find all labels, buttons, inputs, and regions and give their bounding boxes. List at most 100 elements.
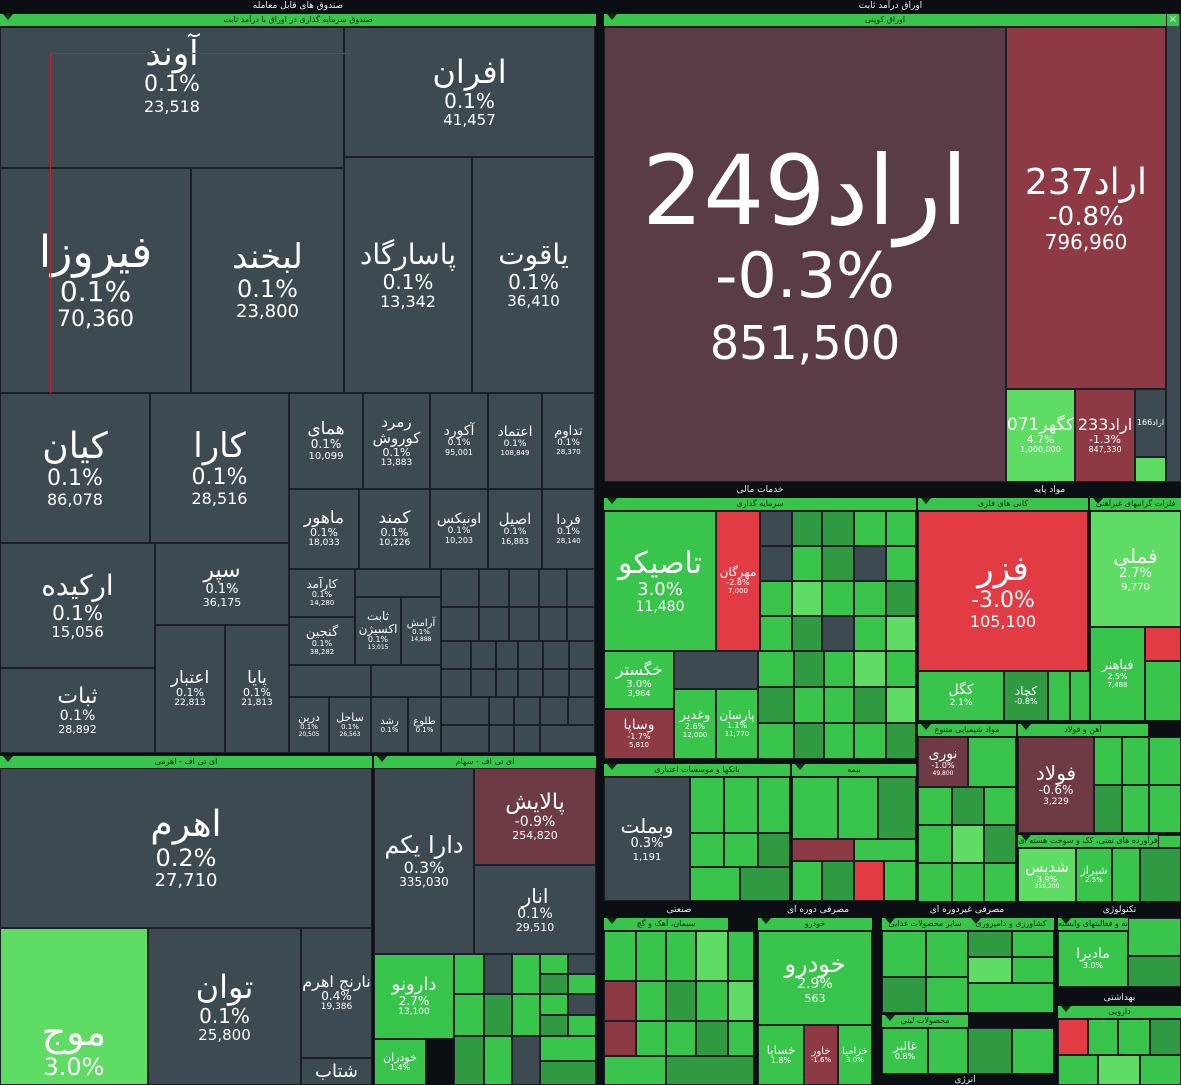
tile-khodro[interactable]: خودرو 2.9% 563 (758, 931, 872, 1025)
scroll-strip[interactable] (1166, 14, 1181, 482)
tile-arkide[interactable]: ارکیده 0.1% 15,056 (0, 543, 155, 668)
tile-etebar[interactable]: اعتبار 0.1% 22,813 (155, 625, 225, 753)
tile-onix[interactable]: اونیکس 0.1% 10,203 (430, 489, 488, 569)
tile-small[interactable] (984, 825, 1016, 863)
tile-small[interactable] (496, 669, 518, 697)
tile-small[interactable] (1094, 785, 1122, 833)
tile-small[interactable] (540, 954, 568, 974)
tile-small[interactable] (479, 607, 509, 641)
tile-small[interactable] (1128, 956, 1181, 987)
group-header-dairy[interactable]: محصولات لبنی (882, 1015, 968, 1027)
tile-vaghadir[interactable]: وغدیر 2.6% 12,000 (674, 689, 716, 759)
tile-small[interactable] (968, 737, 1016, 787)
tile-small[interactable] (1012, 1028, 1054, 1074)
tile-small[interactable] (518, 669, 543, 697)
group-header-etf-leveraged[interactable]: ای تی اف - اهرمی (0, 756, 372, 768)
tile-khesapa[interactable]: خساپا 1.8% (758, 1025, 804, 1085)
tile-small[interactable] (854, 546, 886, 581)
tile-etemad[interactable]: اعتماد 0.1% 108,849 (488, 393, 542, 489)
tile-small[interactable] (822, 511, 854, 546)
tile-small[interactable] (918, 787, 952, 825)
tile-small[interactable] (484, 1036, 512, 1085)
tile-small[interactable] (479, 569, 509, 607)
tile-ghalber[interactable]: غالبر 0.8% (882, 1028, 928, 1074)
tile-small[interactable] (792, 861, 822, 901)
group-header-fixed-income-fund[interactable]: صندوق سرمایه گذاری در اوراق با درآمد ثاب… (0, 14, 596, 26)
tile-small[interactable] (666, 931, 696, 981)
tile-small[interactable] (854, 616, 886, 651)
tile-small[interactable] (886, 723, 916, 759)
tile-small[interactable] (568, 954, 596, 974)
tile-small[interactable] (1094, 737, 1122, 785)
tile-small[interactable] (539, 607, 567, 641)
tile-small[interactable] (509, 569, 539, 607)
tile-noori[interactable]: نوری -1.0% 49,800 (918, 737, 968, 787)
tile-small[interactable] (514, 725, 540, 753)
tile-small[interactable] (884, 861, 916, 901)
tile-labkhand[interactable]: لبخند 0.1% 23,800 (191, 168, 344, 393)
tile-yaghout[interactable]: یاقوت 0.1% 36,410 (472, 157, 595, 393)
group-header-chemical[interactable]: مواد شیمیایی متنوع (918, 724, 1016, 736)
tile-pasargad[interactable]: پاسارگاد 0.1% 13,342 (344, 157, 472, 393)
tile-small[interactable] (568, 994, 596, 1015)
tile-small[interactable] (540, 697, 568, 725)
tile-small[interactable] (794, 723, 824, 759)
tile-shiraz[interactable]: شیراز 2.5% (1076, 848, 1112, 902)
tile-small[interactable] (926, 977, 968, 1013)
tile-small[interactable] (822, 861, 854, 901)
tile-small[interactable] (666, 981, 696, 1021)
tile-dorin[interactable]: درین 0.1% 20,505 (289, 697, 329, 753)
tile-small[interactable] (1058, 1019, 1088, 1055)
tile-small[interactable] (758, 651, 794, 687)
tile-sabet-oxin[interactable]: ثابت اکسیژن 0.1% 13,015 (355, 597, 401, 665)
group-header-etf-equity[interactable]: ای تی اف - سهام (374, 756, 596, 768)
tile-small[interactable] (489, 725, 514, 753)
tile-small[interactable] (371, 665, 441, 697)
tile-small[interactable] (854, 839, 916, 861)
tile-small[interactable] (740, 867, 790, 901)
group-header-agriculture[interactable]: کشاورزی و دامپروری (968, 918, 1054, 930)
tile-small[interactable] (952, 787, 984, 825)
tile-small[interactable] (854, 687, 886, 723)
tile-small[interactable] (886, 546, 916, 581)
tile-karamad[interactable]: کارآمد 0.1% 14,280 (289, 569, 355, 617)
tile-khavar[interactable]: خاور -1.6% (804, 1025, 838, 1085)
tile-small[interactable] (1122, 785, 1149, 833)
tile-paya[interactable]: پایا 0.1% 21,813 (225, 625, 289, 753)
tile-small[interactable] (690, 777, 724, 833)
tile-arad166[interactable]: اراد166 (1135, 389, 1166, 457)
tile-small[interactable] (854, 651, 886, 687)
tile-small[interactable] (512, 1036, 540, 1085)
tile-small[interactable] (886, 616, 916, 651)
tile-small[interactable] (518, 641, 543, 669)
tile-small[interactable] (878, 777, 916, 839)
tile-small[interactable] (674, 651, 758, 689)
group-header-cement[interactable]: سیمان، آهک و گچ (604, 918, 728, 930)
tile-small[interactable] (441, 669, 471, 697)
tile-small[interactable] (926, 931, 968, 977)
tile-shedis[interactable]: شدیس 3.9% 359,200 (1018, 848, 1076, 902)
tile-small[interactable] (968, 931, 1012, 957)
tile-small[interactable] (728, 931, 754, 981)
tile-khazamia[interactable]: خزامیا 3.0% (838, 1025, 872, 1085)
tile-small[interactable] (540, 974, 568, 994)
tile-small[interactable] (758, 777, 790, 833)
tile-small[interactable] (792, 839, 854, 861)
tile-small[interactable] (952, 863, 984, 902)
group-header-nonferrous[interactable]: فلزات گرانبهای غیرآهنی (1090, 498, 1181, 510)
tile-small[interactable] (567, 607, 595, 641)
tile-small[interactable] (1140, 1055, 1181, 1085)
tile-small[interactable] (636, 1021, 666, 1056)
tile-small[interactable] (543, 641, 569, 669)
tile-small[interactable] (1012, 957, 1054, 983)
tile-small[interactable] (792, 546, 822, 581)
tile-small[interactable] (838, 777, 878, 839)
tile-narenj[interactable]: نارنج اهرم 0.4% 19,386 (301, 928, 372, 1058)
tile-small[interactable] (540, 1036, 596, 1061)
tile-small[interactable] (540, 1061, 596, 1085)
tile-roshd[interactable]: رشد 0.1% (371, 697, 408, 753)
tile-separ[interactable]: سپر 0.1% 36,175 (155, 543, 289, 625)
tile-arad249[interactable]: اراد249 -0.3% 851,500 (604, 27, 1006, 482)
tile-small[interactable] (636, 981, 666, 1021)
tile-small[interactable] (758, 687, 794, 723)
